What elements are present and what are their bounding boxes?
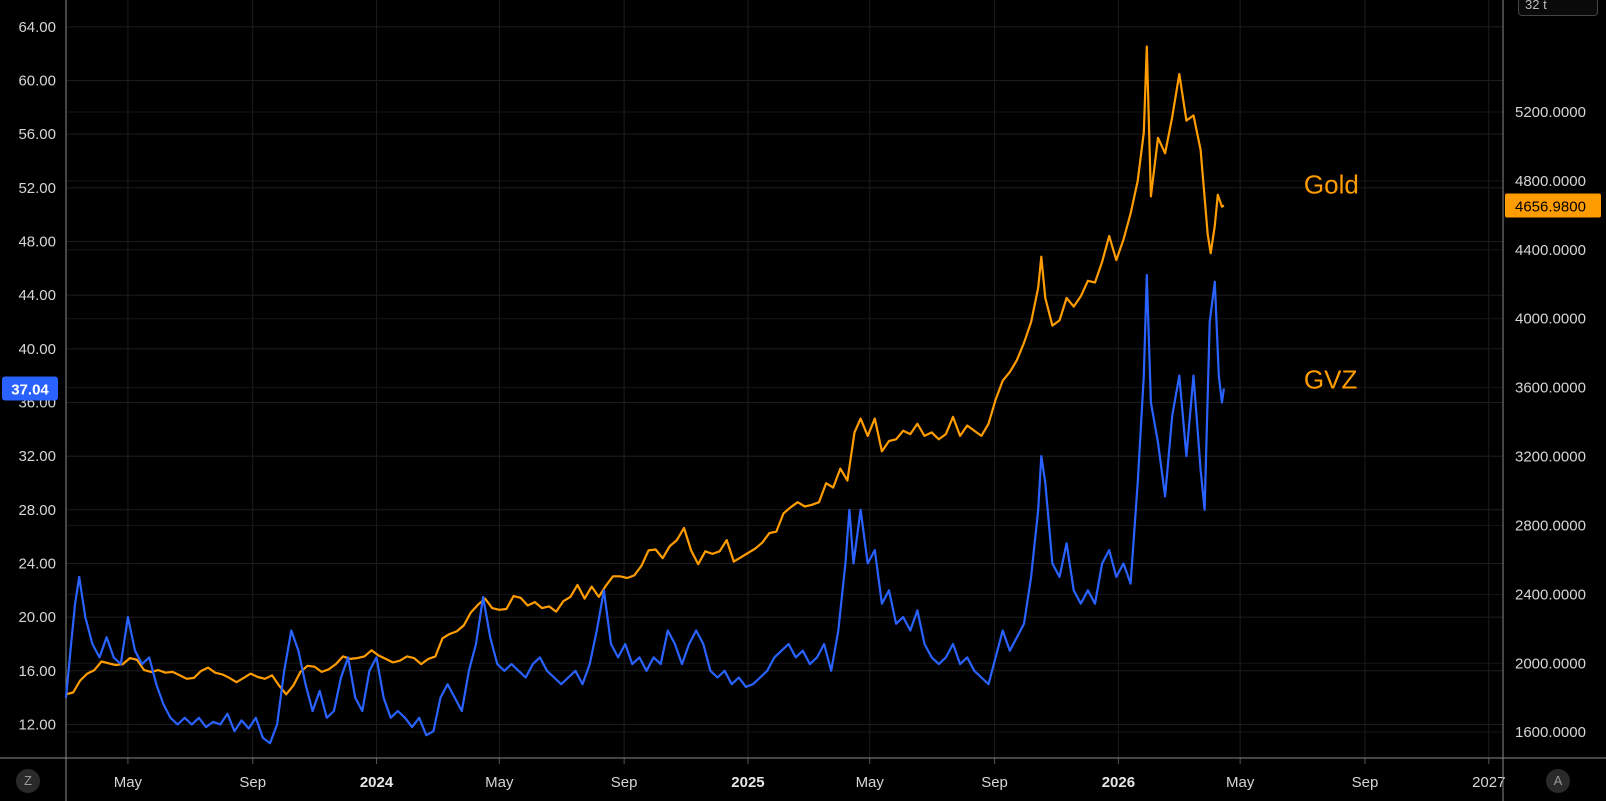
annotation-gold: Gold: [1304, 170, 1359, 200]
annotations: Gold GVZ: [1304, 170, 1359, 395]
series-line-gvz: [64, 273, 1225, 745]
grid: [66, 0, 1503, 758]
x-tick-label: 2025: [731, 774, 764, 791]
gvz-value-badge: [2, 376, 58, 401]
left-tick-label: 16.00: [18, 663, 56, 680]
gold-value-badge-text: 4656.9800: [1515, 199, 1586, 216]
left-tick-label: 40.00: [18, 341, 56, 358]
left-tick-label: 24.00: [18, 555, 56, 572]
x-tick-label: Sep: [981, 774, 1008, 791]
left-tick-label: 64.00: [18, 19, 56, 36]
right-tick-label: 3600.0000: [1515, 380, 1586, 397]
right-tick-label: 2000.0000: [1515, 655, 1586, 672]
x-tick-label: May: [114, 774, 143, 791]
x-tick-label: Sep: [611, 774, 638, 791]
series-layer: [64, 45, 1225, 745]
left-tick-label: 32.00: [18, 448, 56, 465]
x-tick-label: May: [856, 774, 885, 791]
x-tick-label: May: [485, 774, 514, 791]
x-tick-label: 2027: [1472, 774, 1505, 791]
left-tick-label: 52.00: [18, 180, 56, 197]
x-tick-label: Sep: [239, 774, 266, 791]
right-tick-label: 3200.0000: [1515, 449, 1586, 466]
right-tick-label: 2800.0000: [1515, 517, 1586, 534]
right-tick-label: 4400.0000: [1515, 242, 1586, 259]
left-tick-label: 28.00: [18, 502, 56, 519]
right-tick-label: 4000.0000: [1515, 311, 1586, 328]
value-badges: 4656.9800 37.04: [2, 193, 1601, 401]
right-axis: 1600.0000 2000.0000 2400.0000 2800.0000 3200…: [1515, 104, 1586, 741]
x-tick-label: May: [1226, 774, 1255, 791]
left-tick-label: 44.00: [18, 287, 56, 304]
right-tick-label: 5200.0000: [1515, 104, 1586, 121]
auto-scale-button[interactable]: A: [1546, 769, 1570, 793]
right-tick-label: 2400.0000: [1515, 586, 1586, 603]
annotation-gvz: GVZ: [1304, 365, 1358, 395]
right-tick-label: 1600.0000: [1515, 724, 1586, 741]
x-tick-label: 2024: [360, 774, 394, 791]
x-tick-label: 2026: [1102, 774, 1135, 791]
series-line-gold: [65, 45, 1225, 696]
interval-widget[interactable]: 32 t: [1518, 0, 1598, 16]
left-tick-label: 56.00: [18, 126, 56, 143]
left-tick-label: 20.00: [18, 609, 56, 626]
left-tick-label: 60.00: [18, 72, 56, 89]
right-tick-label: 4800.0000: [1515, 173, 1586, 190]
left-corner-button[interactable]: Z: [16, 769, 40, 793]
gold-value-badge: [1505, 193, 1601, 218]
gvz-value-badge-text: 37.04: [11, 382, 49, 399]
left-tick-label: 12.00: [18, 716, 56, 733]
x-tick-label: Sep: [1352, 774, 1379, 791]
left-tick-label: 48.00: [18, 233, 56, 250]
